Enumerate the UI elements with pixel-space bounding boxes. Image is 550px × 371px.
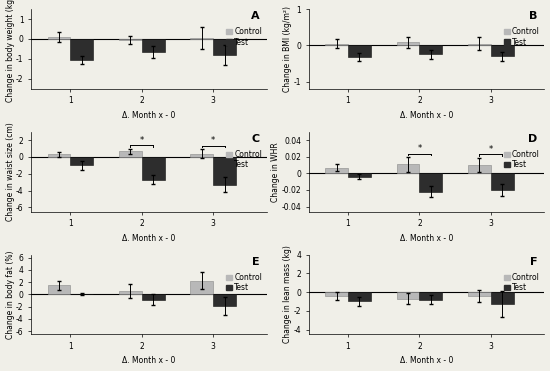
Bar: [70, 157, 94, 165]
Bar: [491, 292, 514, 304]
X-axis label: Δ. Month x - 0: Δ. Month x - 0: [400, 357, 453, 365]
Y-axis label: Change in lean mass (kg): Change in lean mass (kg): [283, 246, 292, 343]
Legend: Control, Test: Control, Test: [226, 27, 263, 47]
Bar: [420, 292, 442, 299]
Bar: [491, 173, 514, 190]
Bar: [468, 44, 491, 45]
Legend: Control, Test: Control, Test: [503, 27, 541, 47]
Bar: [142, 295, 165, 300]
Bar: [213, 39, 236, 55]
X-axis label: Δ. Month x - 0: Δ. Month x - 0: [122, 357, 175, 365]
Bar: [420, 45, 442, 54]
X-axis label: Δ. Month x - 0: Δ. Month x - 0: [400, 111, 453, 120]
Bar: [142, 157, 165, 180]
Bar: [397, 292, 420, 299]
Y-axis label: Change in body fat (%): Change in body fat (%): [6, 250, 14, 339]
Bar: [119, 151, 142, 157]
Legend: Control, Test: Control, Test: [503, 272, 541, 293]
Text: F: F: [530, 257, 537, 267]
Text: A: A: [251, 12, 260, 22]
Legend: Control, Test: Control, Test: [226, 272, 263, 293]
X-axis label: Δ. Month x - 0: Δ. Month x - 0: [122, 111, 175, 120]
Bar: [70, 39, 94, 60]
Bar: [190, 154, 213, 157]
Bar: [325, 44, 348, 45]
Bar: [142, 39, 165, 52]
Bar: [348, 173, 371, 177]
Bar: [190, 38, 213, 39]
X-axis label: Δ. Month x - 0: Δ. Month x - 0: [122, 234, 175, 243]
Bar: [48, 37, 70, 39]
Y-axis label: Change in BMI (kg/m²): Change in BMI (kg/m²): [283, 6, 292, 92]
Legend: Control, Test: Control, Test: [226, 150, 263, 170]
Bar: [213, 295, 236, 306]
Bar: [190, 281, 213, 295]
Text: B: B: [529, 12, 537, 22]
Text: E: E: [252, 257, 260, 267]
Bar: [325, 292, 348, 296]
Bar: [213, 157, 236, 185]
Bar: [119, 291, 142, 295]
Text: *: *: [211, 136, 216, 145]
Bar: [491, 45, 514, 56]
Bar: [397, 42, 420, 45]
X-axis label: Δ. Month x - 0: Δ. Month x - 0: [400, 234, 453, 243]
Text: *: *: [489, 145, 493, 154]
Bar: [468, 292, 491, 296]
Bar: [397, 164, 420, 173]
Bar: [348, 45, 371, 57]
Bar: [468, 165, 491, 173]
Y-axis label: Change in body weight (kg): Change in body weight (kg): [6, 0, 15, 102]
Legend: Control, Test: Control, Test: [503, 150, 541, 170]
Bar: [48, 285, 70, 295]
Y-axis label: Change in WHR: Change in WHR: [271, 142, 280, 201]
Bar: [348, 292, 371, 301]
Bar: [119, 39, 142, 40]
Text: C: C: [252, 134, 260, 144]
Text: *: *: [417, 144, 422, 153]
Bar: [325, 167, 348, 173]
Text: *: *: [140, 136, 144, 145]
Text: D: D: [528, 134, 537, 144]
Bar: [420, 173, 442, 191]
Y-axis label: Change in waist size (cm): Change in waist size (cm): [6, 122, 14, 221]
Bar: [48, 154, 70, 157]
